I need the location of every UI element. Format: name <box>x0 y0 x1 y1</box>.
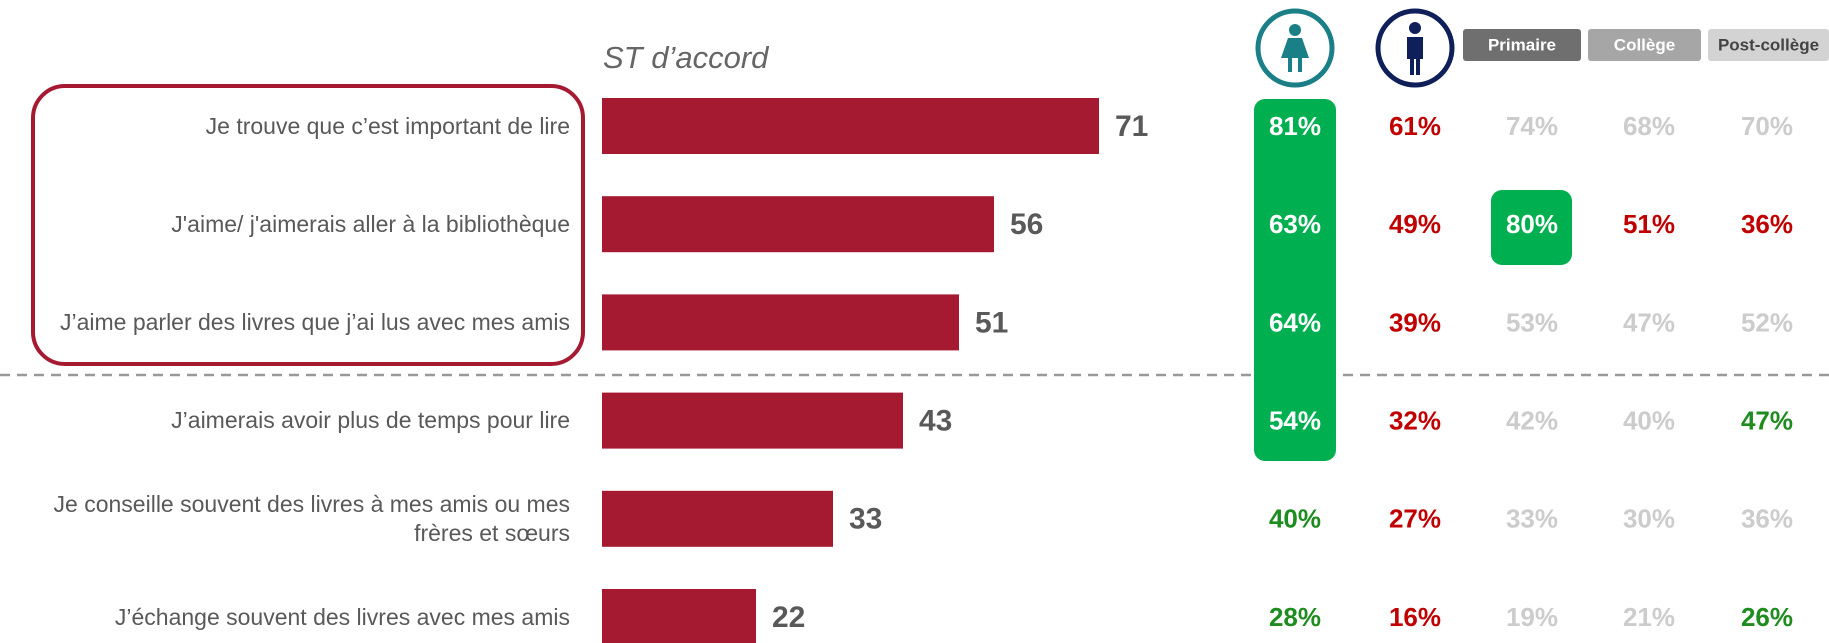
boy-icon <box>1375 8 1455 88</box>
table-cell: 21% <box>1623 602 1675 632</box>
column-header: Primaire <box>1488 35 1556 54</box>
column-header-bg <box>1463 29 1581 61</box>
table-cell: 51% <box>1623 209 1675 239</box>
value-label: 56 <box>1010 208 1043 241</box>
table-cell: 47% <box>1741 405 1793 435</box>
highlight-box <box>31 84 585 366</box>
value-label: 43 <box>919 405 952 438</box>
value-label: 71 <box>1115 110 1148 143</box>
table-cell: 74% <box>1506 111 1558 141</box>
column-header: Post-collège <box>1718 35 1819 54</box>
table-cell: 16% <box>1389 602 1441 632</box>
bar <box>602 196 994 253</box>
value-label: 22 <box>772 601 805 634</box>
table-cell: 64% <box>1269 307 1321 337</box>
table-cell: 36% <box>1741 504 1793 534</box>
girl-icon <box>1255 8 1335 88</box>
bar <box>602 490 833 547</box>
table-cell: 36% <box>1741 209 1793 239</box>
cell-highlight <box>1491 190 1572 265</box>
bar <box>602 294 959 351</box>
bar <box>602 392 903 449</box>
table-cell: 70% <box>1741 111 1793 141</box>
table-cell: 47% <box>1623 307 1675 337</box>
column-header-bg <box>1588 29 1701 61</box>
table-cell: 42% <box>1506 405 1558 435</box>
column-header: Collège <box>1614 35 1675 54</box>
category-label: Je trouve que c’est important de lire <box>205 112 570 139</box>
table-cell: 54% <box>1269 405 1321 435</box>
value-label: 51 <box>975 306 1008 339</box>
table-cell: 68% <box>1623 111 1675 141</box>
category-label: J'aime/ j'aimerais aller à la bibliothèq… <box>171 210 570 237</box>
table-cell: 19% <box>1506 602 1558 632</box>
table-cell: 30% <box>1623 504 1675 534</box>
table-cell: 40% <box>1269 504 1321 534</box>
table-cell: 28% <box>1269 602 1321 632</box>
column-header-bg <box>1708 29 1829 61</box>
table-cell: 80% <box>1506 209 1558 239</box>
column-highlight <box>1254 99 1336 461</box>
table-cell: 81% <box>1269 111 1321 141</box>
table-cell: 26% <box>1741 602 1793 632</box>
table-cell: 63% <box>1269 209 1321 239</box>
category-label: Je conseille souvent des livres à mes am… <box>53 491 570 546</box>
category-label: J’aime parler des livres que j’ai lus av… <box>59 309 570 336</box>
table-cell: 49% <box>1389 209 1441 239</box>
table-cell: 32% <box>1389 405 1441 435</box>
table-cell: 53% <box>1506 307 1558 337</box>
bar <box>602 98 1099 154</box>
table-cell: 40% <box>1623 405 1675 435</box>
table-cell: 39% <box>1389 307 1441 337</box>
table-cell: 33% <box>1506 504 1558 534</box>
table-cell: 27% <box>1389 504 1441 534</box>
chart-title: ST d’accord <box>603 40 770 75</box>
category-label: J’aimerais avoir plus de temps pour lire <box>171 407 570 434</box>
value-label: 33 <box>849 503 882 536</box>
bar <box>602 589 756 643</box>
table-cell: 61% <box>1389 111 1441 141</box>
category-label: J’échange souvent des livres avec mes am… <box>114 603 570 630</box>
table-cell: 52% <box>1741 307 1793 337</box>
